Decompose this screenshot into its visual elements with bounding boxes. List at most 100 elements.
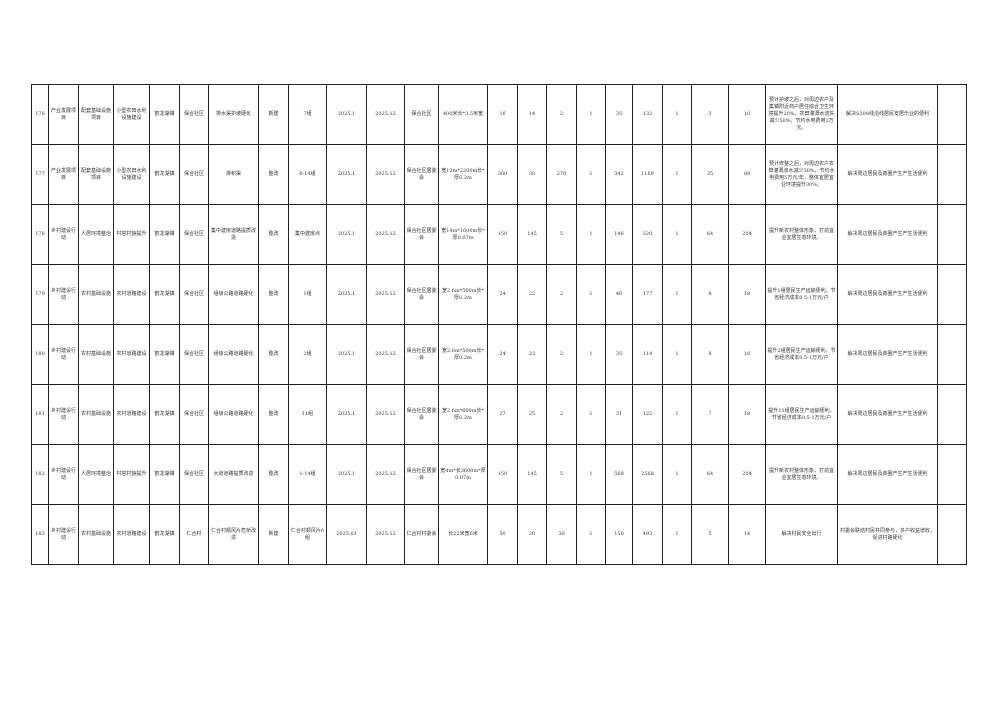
cell-project-name: 集中建房道路提质改造 — [208, 204, 259, 265]
cell-poverty-villages: 1 — [662, 384, 692, 445]
cell-fund-a: 22 — [517, 324, 547, 385]
cell-start-date: 2025.1 — [326, 144, 367, 205]
cell-remarks — [937, 504, 967, 565]
cell-end-date: 2025.12 — [366, 144, 405, 205]
cell-row-number: 178 — [31, 204, 49, 265]
cell-fund-a: 20 — [517, 504, 547, 565]
cell-poverty-people: 10 — [728, 84, 766, 145]
cell-location: 7组 — [288, 84, 327, 145]
cell-construction-nature: 整改 — [258, 444, 289, 505]
cell-village: 仁合村 — [179, 504, 209, 565]
cell-construction-nature: 新建 — [258, 504, 289, 565]
cell-end-date: 2025.12 — [366, 324, 405, 385]
cell-benefit-mechanism: 解决S308线沿线居民安居乐业的便利 — [837, 84, 938, 145]
cell-benefit-mechanism: 解决周边居民及商圈产生产生活便利 — [837, 204, 938, 265]
cell-beneficiary-villages: 1 — [576, 264, 606, 325]
cell-start-date: 2025.1 — [326, 204, 367, 265]
cell-end-date: 2025.12 — [366, 204, 405, 265]
cell-project-category: 乡村建设行动 — [48, 504, 79, 565]
cell-town: 鹤龙湖镇 — [149, 444, 180, 505]
cell-fund-b: 2 — [546, 264, 577, 325]
cell-benefit-mechanism: 解决周边居民及商圈产生产生活便利 — [837, 384, 938, 445]
cell-poverty-people: 18 — [728, 264, 766, 325]
cell-poverty-households: 8 — [691, 324, 729, 385]
cell-row-number: 176 — [31, 84, 49, 145]
cell-project-category: 乡村建设行动 — [48, 384, 79, 445]
cell-row-number: 179 — [31, 264, 49, 325]
cell-poverty-households: 64 — [691, 204, 729, 265]
cell-poverty-people: 89 — [728, 144, 766, 205]
cell-location: 2组 — [288, 324, 327, 385]
cell-remarks — [937, 324, 967, 385]
cell-row-number: 177 — [31, 144, 49, 205]
cell-beneficiary-households: 342 — [605, 144, 633, 205]
cell-implementing-unit: 仁合村村委会 — [404, 504, 439, 565]
cell-beneficiary-people: 177 — [632, 264, 663, 325]
cell-construction-scale: 400米长*3.5米宽 — [438, 84, 488, 145]
cell-village: 保合社区 — [179, 324, 209, 385]
cell-performance-goal: 提升1组居民生产运输便利，节省经济成本0.5-1万元/户 — [765, 264, 838, 325]
cell-remarks — [937, 84, 967, 145]
cell-performance-goal: 预计护坡之后，对周边农户及集镇附近商户居住综合卫生环境提升20%，农田灌溉水流失… — [765, 84, 838, 145]
cell-benefit-mechanism: 解决周边居民及商圈产生产生活便利 — [837, 324, 938, 385]
cell-project-type: 小型农田水利设施建设 — [113, 84, 150, 145]
cell-construction-scale: 宽12m*2200m长*厚0.2m — [438, 144, 488, 205]
cell-project-type: 农村道路建设 — [113, 504, 150, 565]
cell-town: 鹤龙湖镇 — [149, 324, 180, 385]
cell-performance-goal: 解决村民安全出行 — [765, 504, 838, 565]
cell-beneficiary-villages: 1 — [576, 324, 606, 385]
cell-beneficiary-people: 114 — [632, 324, 663, 385]
cell-total-investment: 300 — [487, 144, 518, 205]
cell-beneficiary-households: 568 — [605, 444, 633, 505]
cell-fund-b: 30 — [546, 504, 577, 565]
cell-village: 保合社区 — [179, 204, 209, 265]
cell-project-type: 农村道路建设 — [113, 264, 150, 325]
cell-poverty-villages: 1 — [662, 504, 692, 565]
cell-benefit-mechanism: 解决周边居民及商圈产生产生活便利 — [837, 264, 938, 325]
cell-implementing-unit: 保合社区居委会 — [404, 144, 439, 205]
cell-remarks — [937, 444, 967, 505]
cell-start-date: 2025.01 — [326, 504, 367, 565]
cell-poverty-people: 14 — [728, 504, 766, 565]
cell-remarks — [937, 264, 967, 325]
cell-implementing-unit: 保合社区居委会 — [404, 444, 439, 505]
cell-village: 保合社区 — [179, 84, 209, 145]
table-row: 179 乡村建设行动 农村基础设施 农村道路建设 鹤龙湖镇 保合社区 组级公路道路硬化 整改 1… — [31, 264, 967, 325]
cell-benefit-mechanism: 村委会联结村民共同参与，多户收益增收，促进村路硬化 — [837, 504, 938, 565]
cell-beneficiary-villages: 1 — [576, 144, 606, 205]
cell-row-number: 183 — [31, 504, 49, 565]
cell-benefit-mechanism: 解决周边居民及商圈产生产生活便利 — [837, 144, 938, 205]
table-row: 178 乡村建设行动 人居环境整治 村容村貌提升 鹤龙湖镇 保合社区 集中建房道路提质改造整… — [31, 204, 967, 265]
cell-project-name: 组级公路道路硬化 — [208, 324, 259, 385]
cell-construction-scale: 宽2.6m*600m长*厚0.2m — [438, 384, 488, 445]
cell-end-date: 2025.12 — [366, 264, 405, 325]
cell-construction-scale: 宽14m*1600m长*厚0.07m — [438, 204, 488, 265]
cell-fund-a: 14 — [517, 84, 547, 145]
cell-end-date: 2025.12 — [366, 444, 405, 505]
cell-total-investment: 150 — [487, 444, 518, 505]
cell-implementing-unit: 保合社区居委会 — [404, 204, 439, 265]
cell-poverty-households: 35 — [691, 144, 729, 205]
cell-project-category: 产业发展项目 — [48, 84, 79, 145]
cell-beneficiary-people: 520 — [632, 204, 663, 265]
cell-performance-goal: 预计修整之后，对周边农户农田灌溉渗水减少30%，节约水电费用5万元/年，整体宜居… — [765, 144, 838, 205]
cell-end-date: 2025.12 — [366, 504, 405, 565]
cell-project-name: 排积渠 — [208, 144, 259, 205]
cell-project-name: 仁合村顺风片危桥改造 — [208, 504, 259, 565]
cell-town: 鹤龙湖镇 — [149, 204, 180, 265]
cell-location: 仁合村顺风片6组 — [288, 504, 327, 565]
cell-town: 鹤龙湖镇 — [149, 504, 180, 565]
cell-town: 鹤龙湖镇 — [149, 264, 180, 325]
cell-town: 鹤龙湖镇 — [149, 144, 180, 205]
cell-end-date: 2025.12 — [366, 84, 405, 145]
cell-poverty-households: 5 — [691, 504, 729, 565]
cell-poverty-people: 18 — [728, 324, 766, 385]
cell-construction-nature: 整改 — [258, 324, 289, 385]
table-row: 182 乡村建设行动 人居环境整治 村容村貌提升 鹤龙湖镇 保合社区 大道道路提质改造 整改 1… — [31, 444, 967, 505]
cell-total-investment: 50 — [487, 504, 518, 565]
cell-project-category: 产业发展项目 — [48, 144, 79, 205]
cell-beneficiary-people: 1169 — [632, 144, 663, 205]
cell-beneficiary-people: 493 — [632, 504, 663, 565]
cell-project-name: 组级公路道路硬化 — [208, 264, 259, 325]
table-row: 177 产业发展项目 配套基础设施项目 小型农田水利设施建设 鹤龙湖镇 保合社区 排积渠 整改… — [31, 144, 967, 205]
